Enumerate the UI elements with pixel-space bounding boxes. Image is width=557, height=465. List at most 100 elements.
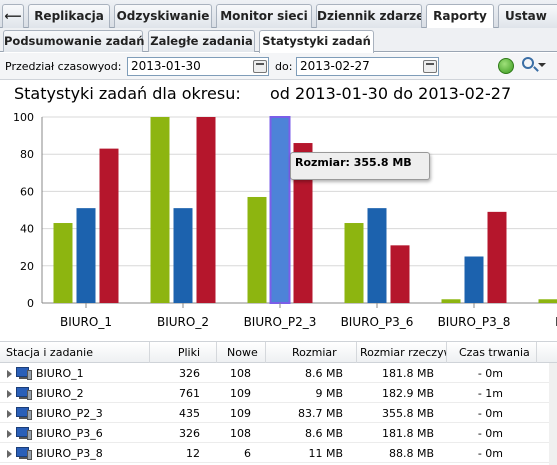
- expand-icon[interactable]: [7, 430, 12, 438]
- cell-duration: - 0m: [477, 367, 503, 380]
- cell-real-size: 182.9 MB: [381, 387, 434, 400]
- x-tick-label: BIURO_1: [60, 315, 112, 329]
- cell-new: 109: [230, 407, 251, 420]
- computer-icon: [16, 427, 32, 440]
- x-tick-label: BIURO_P3_6: [341, 315, 414, 329]
- chart-period: od 2013-01-30 do 2013-02-27: [270, 84, 512, 103]
- col-duration[interactable]: Czas trwania: [447, 342, 537, 363]
- cell-duration: - 0m: [477, 447, 503, 460]
- from-label: od:: [104, 60, 122, 73]
- table-row[interactable]: BIURO_2 761 109 9 MB 182.9 MB - 1m: [0, 384, 557, 403]
- cell-real-size: 181.8 MB: [381, 367, 434, 380]
- cell-real-size: 88.8 MB: [388, 447, 434, 460]
- tab-reports[interactable]: Raporty: [426, 4, 494, 29]
- chart-bar: [99, 148, 119, 303]
- chart-bar: [464, 256, 484, 303]
- tab-task-statistics[interactable]: Statystyki zadań: [259, 30, 374, 53]
- cell-files: 12: [186, 447, 200, 460]
- cell-real-size: 181.8 MB: [381, 427, 434, 440]
- chart-bar: [173, 208, 193, 303]
- table-header: Stacja i zadanie Pliki Nowe Rozmiar Rozm…: [0, 341, 557, 363]
- cell-new: 108: [230, 367, 251, 380]
- cell-new: 6: [244, 447, 251, 460]
- cell-files: 435: [179, 407, 200, 420]
- calendar-icon[interactable]: [253, 60, 267, 73]
- tab-network-monitor[interactable]: Monitor sieci: [216, 4, 312, 28]
- sub-tab-bar: Podsumowanie zadań Zaległe zadania Staty…: [0, 28, 557, 53]
- y-tick-label: 20: [20, 260, 34, 273]
- table-row[interactable]: BIURO_P3_8 12 6 11 MB 88.8 MB - 0m: [0, 444, 557, 463]
- to-date-input[interactable]: 2013-02-27: [296, 57, 439, 76]
- y-tick-label: 40: [20, 223, 34, 236]
- chart-bar: [538, 299, 557, 303]
- col-new[interactable]: Nowe: [217, 342, 266, 363]
- cell-duration: - 0m: [477, 427, 503, 440]
- chart-tooltip: Rozmiar: 355.8 MB: [290, 152, 430, 180]
- table-row[interactable]: BIURO_P3_6 326 108 8.6 MB 181.8 MB - 0m: [0, 424, 557, 443]
- computer-icon: [16, 367, 32, 380]
- task-statistics-chart: 0 20 40 60 80 100 BIURO_1 BIURO_2 BIURO_P2_3 BIUR…: [13, 111, 557, 329]
- cell-size: 8.6 MB: [304, 427, 343, 440]
- cell-station: BIURO_P2_3: [36, 407, 103, 420]
- chart-bar: [487, 211, 507, 303]
- expand-icon[interactable]: [7, 390, 12, 398]
- cell-size: 11 MB: [308, 447, 343, 460]
- chart-bar: [76, 208, 96, 303]
- tab-settings[interactable]: Ustaw: [498, 4, 557, 28]
- date-filter-bar: Przedział czasowy od: 2013-01-30 do: 201…: [0, 53, 557, 80]
- vertical-scrollbar[interactable]: [549, 363, 557, 465]
- chart-bar: [441, 299, 461, 303]
- cell-duration: - 1m: [477, 387, 503, 400]
- col-real-size[interactable]: Rozmiar rzeczywisty: [357, 342, 447, 363]
- tab-event-log[interactable]: Dziennik zdarzeń: [316, 4, 422, 28]
- search-icon[interactable]: [522, 57, 534, 69]
- table-row[interactable]: BIURO_1 326 108 8.6 MB 181.8 MB - 0m: [0, 364, 557, 383]
- cell-files: 326: [179, 367, 200, 380]
- calendar-icon[interactable]: [423, 60, 437, 73]
- cell-size: 8.6 MB: [304, 367, 343, 380]
- cell-files: 326: [179, 427, 200, 440]
- tab-overdue-tasks[interactable]: Zaległe zadania: [148, 30, 255, 52]
- cell-station: BIURO_P3_6: [36, 427, 103, 440]
- chart-bar: [344, 223, 364, 303]
- chart-bar: [390, 245, 410, 303]
- chart-bar: [150, 117, 170, 303]
- to-date-value: 2013-02-27: [300, 59, 370, 73]
- cell-real-size: 355.8 MB: [381, 407, 434, 420]
- range-label: Przedział czasowy: [5, 60, 105, 73]
- col-files[interactable]: Pliki: [150, 342, 217, 363]
- chart-bar: [53, 223, 73, 303]
- cell-duration: - 0m: [477, 407, 503, 420]
- x-tick-label: BIURO_2: [157, 315, 209, 329]
- x-tick-label: BIURO_P3_8: [438, 315, 511, 329]
- table-row[interactable]: BIURO_P2_3 435 109 83.7 MB 355.8 MB - 0m: [0, 404, 557, 423]
- refresh-icon[interactable]: [498, 58, 514, 74]
- cell-new: 108: [230, 427, 251, 440]
- cell-files: 761: [179, 387, 200, 400]
- x-tick-label: BIURO_P2_3: [244, 315, 317, 329]
- computer-icon: [16, 447, 32, 460]
- cell-size: 9 MB: [315, 387, 343, 400]
- chart-bar: [196, 117, 216, 303]
- col-size[interactable]: Rozmiar: [266, 342, 357, 363]
- chart-title: Statystyki zadań dla okresu:: [14, 84, 241, 103]
- expand-icon[interactable]: [7, 370, 12, 378]
- tab-task-summary[interactable]: Podsumowanie zadań: [3, 30, 144, 52]
- y-tick-label: 0: [27, 297, 34, 310]
- from-date-value: 2013-01-30: [131, 59, 201, 73]
- computer-icon: [16, 407, 32, 420]
- expand-icon[interactable]: [7, 410, 12, 418]
- cell-station: BIURO_2: [36, 387, 84, 400]
- expand-icon[interactable]: [7, 450, 12, 458]
- chevron-down-icon[interactable]: [538, 63, 546, 67]
- chart-bar: [269, 116, 291, 304]
- from-date-input[interactable]: 2013-01-30: [127, 57, 269, 76]
- tab-back[interactable]: ⟵: [2, 4, 24, 28]
- chart-bar: [367, 208, 387, 303]
- tab-replication[interactable]: Replikacja: [28, 4, 110, 28]
- tab-recovery[interactable]: Odzyskiwanie: [114, 4, 212, 28]
- chart-bar: [247, 196, 267, 303]
- col-station[interactable]: Stacja i zadanie: [0, 342, 150, 363]
- cell-new: 109: [230, 387, 251, 400]
- y-tick-label: 80: [20, 148, 34, 161]
